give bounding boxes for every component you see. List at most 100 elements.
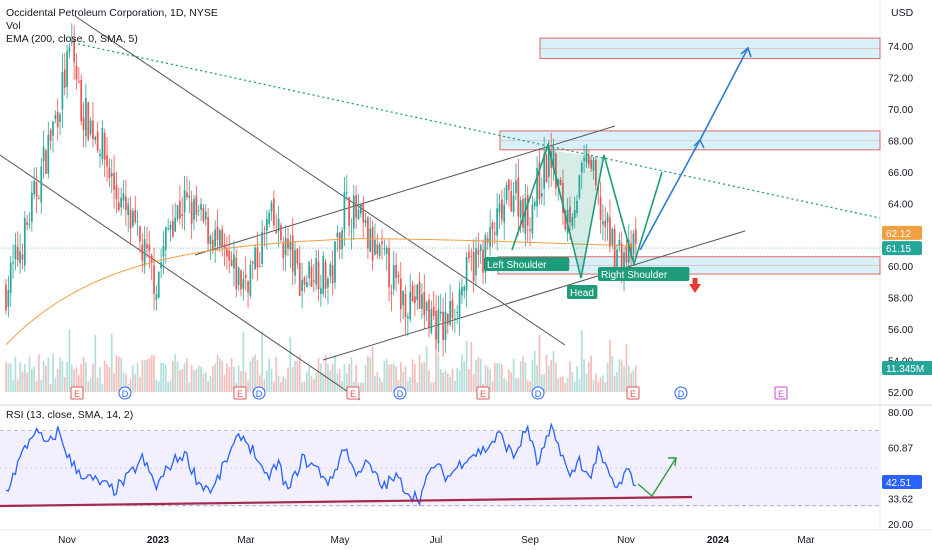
volume-bar xyxy=(110,333,113,392)
candle-body xyxy=(275,229,278,234)
volume-bar xyxy=(176,361,179,392)
zones-layer xyxy=(497,37,881,275)
volume-bar xyxy=(226,363,228,392)
candle-body xyxy=(334,241,336,283)
volume-bar xyxy=(566,378,569,392)
candle-body xyxy=(308,261,310,278)
volume-bar xyxy=(280,382,282,392)
candle-body xyxy=(139,226,141,242)
candle-body xyxy=(329,263,332,277)
time-tick-label: Nov xyxy=(617,535,635,546)
volume-bar xyxy=(204,372,207,392)
axes-layer: 52.0054.0056.0058.0060.0062.0064.0066.00… xyxy=(0,42,932,546)
candle-body xyxy=(519,200,522,218)
candle-body xyxy=(345,192,348,194)
volume-bar xyxy=(627,365,630,392)
volume-bar xyxy=(59,357,61,392)
volume-bar xyxy=(240,371,242,392)
volume-bar xyxy=(230,358,233,392)
candle-body xyxy=(338,232,341,250)
candle-body xyxy=(383,248,386,250)
volume-bar xyxy=(268,358,271,392)
candle-body xyxy=(16,247,19,261)
volume-bar xyxy=(587,362,590,392)
projection-arrowhead xyxy=(740,46,752,58)
volume-bar xyxy=(254,354,256,392)
candle-body xyxy=(564,211,567,230)
candle-body xyxy=(632,233,635,255)
volume-bar xyxy=(56,369,59,392)
candle-body xyxy=(226,248,228,257)
candle-body xyxy=(216,226,219,241)
volume-bar xyxy=(256,360,259,392)
volume-bar xyxy=(38,354,40,392)
volume-bar xyxy=(449,376,451,392)
candle-body xyxy=(35,182,38,197)
rsi-tick-label: 60.87 xyxy=(888,444,913,455)
candle-body xyxy=(277,218,280,232)
candle-body xyxy=(545,154,548,183)
candle-body xyxy=(498,203,501,213)
candle-body xyxy=(75,66,78,80)
candle-body xyxy=(583,157,585,161)
volume-bar xyxy=(421,363,423,392)
volume-bar xyxy=(465,340,468,392)
price-tick-label: 74.00 xyxy=(888,42,913,53)
candle-body xyxy=(482,249,484,273)
volume-bar xyxy=(458,370,461,392)
candle-body xyxy=(63,69,66,88)
volume-bar xyxy=(371,346,374,392)
candle-body xyxy=(258,265,261,267)
dividend-marker-circle xyxy=(531,386,545,400)
earnings-marker-label: E xyxy=(630,389,636,399)
annotation-label: Right Shoulder xyxy=(601,270,668,281)
volume-bar xyxy=(578,378,581,392)
candle-body xyxy=(609,217,611,247)
dividend-marker-circle xyxy=(393,386,407,400)
volume-bar xyxy=(146,359,148,392)
candle-body xyxy=(522,198,524,228)
candle-body xyxy=(82,117,85,131)
candle-body xyxy=(423,292,426,316)
price-tick-label: 68.00 xyxy=(888,136,913,147)
volume-bar xyxy=(383,360,386,392)
down-arrow-shaft xyxy=(692,278,698,285)
volume-bar xyxy=(315,372,318,392)
volume-bar xyxy=(162,362,165,392)
candle-body xyxy=(80,79,83,122)
rsi-tick-label: 80.00 xyxy=(888,408,913,419)
annotation-badge xyxy=(567,285,598,299)
volume-bar xyxy=(223,374,226,392)
candle-body xyxy=(468,252,470,258)
candle-body xyxy=(559,180,562,186)
candle-body xyxy=(512,195,515,213)
candle-body xyxy=(298,262,301,296)
candle-body xyxy=(503,204,506,223)
volume-bar xyxy=(35,380,38,392)
volume-bar xyxy=(479,358,482,392)
candle-body xyxy=(237,267,240,285)
volume-bar xyxy=(498,362,501,392)
volume-bar xyxy=(590,355,592,392)
candle-body xyxy=(585,149,588,163)
candle-body xyxy=(167,227,169,230)
candle-body xyxy=(470,256,473,257)
volume-bar xyxy=(456,367,459,392)
candle-body xyxy=(407,316,409,319)
candle-body xyxy=(200,203,202,210)
volume-bar xyxy=(28,356,31,392)
candle-body xyxy=(280,225,282,241)
volume-bar xyxy=(618,359,621,392)
candle-body xyxy=(244,274,247,279)
volume-bar xyxy=(489,369,491,392)
ema-layer xyxy=(5,238,636,346)
volume-bar xyxy=(282,376,285,392)
volume-bar xyxy=(418,355,421,392)
candle-body xyxy=(348,197,350,226)
price-tick-label: 64.00 xyxy=(888,199,913,210)
candle-body xyxy=(132,211,134,226)
volume-bar xyxy=(472,374,475,392)
volume-bar xyxy=(529,381,531,392)
volume-bar xyxy=(197,365,200,392)
candle-body xyxy=(442,311,444,341)
